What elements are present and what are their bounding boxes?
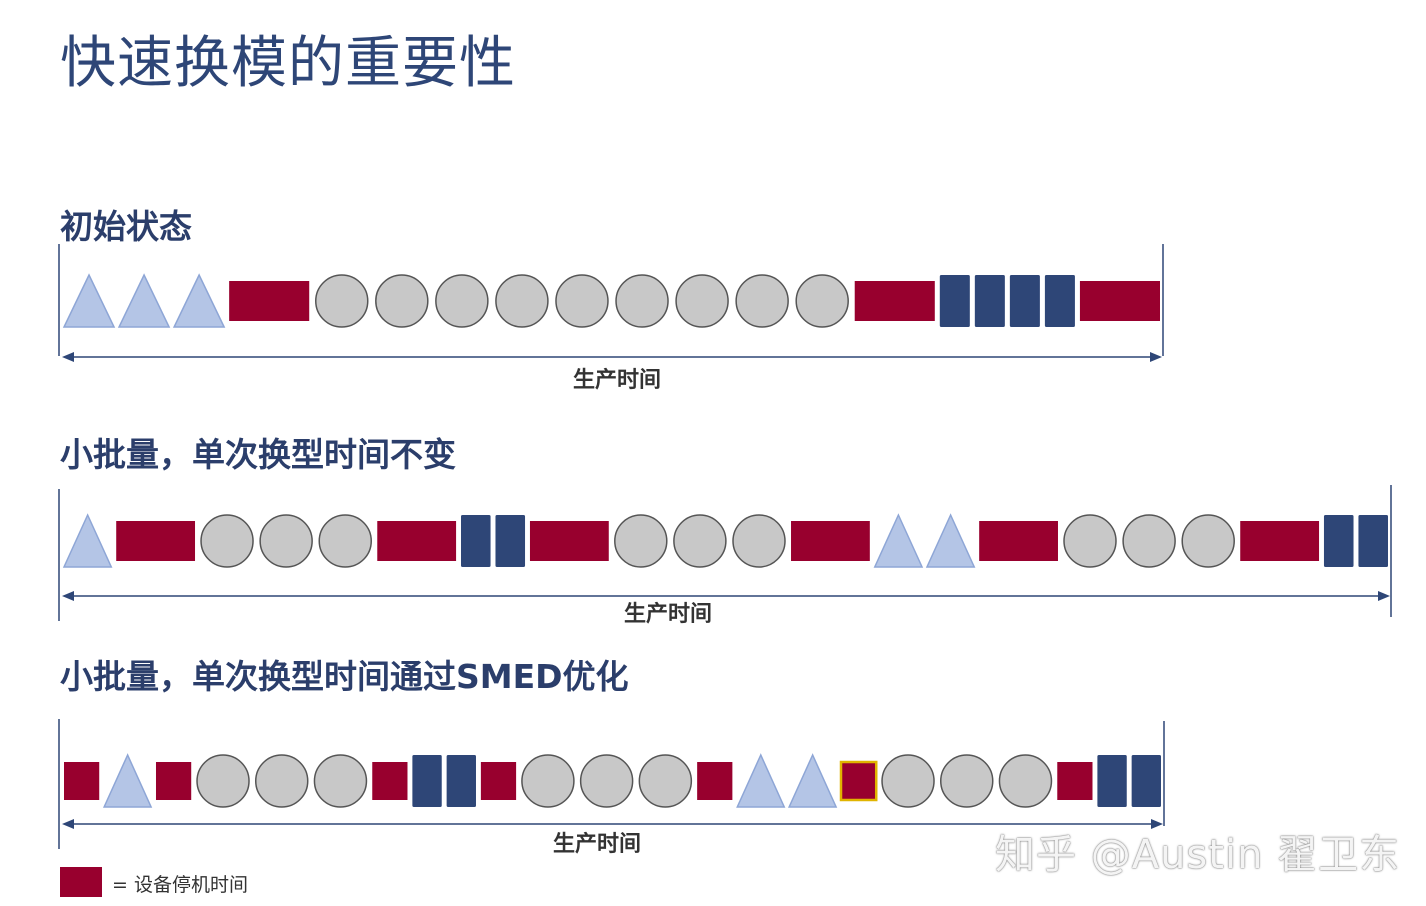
lane-2-item-14-product-a-triangle xyxy=(873,513,924,568)
lane-1-item-11-product-b-circle xyxy=(675,274,729,328)
lane-2-axis-label: 生产时间 xyxy=(623,602,713,627)
lane-3-item-18-product-b-circle xyxy=(881,754,935,808)
lane-1-arrow-left-head xyxy=(62,352,74,362)
lane-3-item-5-product-b-circle xyxy=(254,754,309,808)
lane-1-item-4-downtime-block xyxy=(229,281,310,321)
lane-3-item-22-product-c-block xyxy=(1097,755,1127,807)
lane-2-item-4-product-b-circle xyxy=(259,514,313,568)
lane-2-item-22-product-c-block xyxy=(1358,515,1388,567)
lane-1-title: 初始状态 xyxy=(60,207,192,246)
lane-1-item-16-product-c-block xyxy=(974,275,1005,327)
lane-2-arrow-right-head xyxy=(1378,591,1390,601)
lane-2-item-16-downtime-block xyxy=(979,521,1058,561)
lane-3-item-17-highlighted-downtime-block xyxy=(839,760,878,802)
lane-2-item-19-product-b-circle xyxy=(1181,514,1235,568)
lane-1-item-1-product-a-triangle xyxy=(62,273,116,328)
lane-3-item-7-downtime-block xyxy=(372,762,408,800)
lane-1-item-5-product-b-circle xyxy=(315,274,369,328)
lane-1-item-18-product-c-block xyxy=(1044,275,1075,327)
lane-1-item-12-product-b-circle xyxy=(735,274,789,328)
lane-2-item-5-product-b-circle xyxy=(318,514,373,568)
lane-1-item-17-product-c-block xyxy=(1009,275,1040,327)
lane-2-item-13-downtime-block xyxy=(791,521,870,561)
lane-2-item-12-product-b-circle xyxy=(732,514,786,568)
lane-3-item-23-product-c-block xyxy=(1131,755,1161,807)
lane-1-arrow-right-head xyxy=(1150,352,1162,362)
lane-1-axis-label: 生产时间 xyxy=(572,368,662,393)
lane-2-item-18-product-b-circle xyxy=(1122,514,1176,568)
lane-3-item-21-downtime-block xyxy=(1057,762,1093,800)
lane-2-item-6-downtime-block xyxy=(377,521,457,561)
lane-3-arrow-right-head xyxy=(1151,819,1163,829)
lane-1-item-10-product-b-circle xyxy=(615,274,669,328)
lane-2-item-15-product-a-triangle xyxy=(925,513,976,568)
lane-3-item-6-product-b-circle xyxy=(313,754,368,808)
lane-3-item-13-product-b-circle xyxy=(638,754,693,808)
legend-downtime-label: = 设备停机时间 xyxy=(112,874,248,896)
lane-3-item-8-product-c-block xyxy=(412,755,442,807)
lane-2-item-1-product-a-triangle xyxy=(62,513,113,568)
lane-3-item-14-downtime-block xyxy=(697,762,733,800)
page-title: 快速换模的重要性 xyxy=(60,31,516,96)
lane-2-arrow-left-head xyxy=(62,591,74,601)
lane-3-item-4-product-b-circle xyxy=(196,754,250,808)
lane-3-item-15-product-a-triangle xyxy=(736,753,786,808)
lane-2-item-2-downtime-block xyxy=(116,521,196,561)
lane-2-item-9-downtime-block xyxy=(529,521,609,561)
lane-2-item-17-product-b-circle xyxy=(1063,514,1117,568)
lane-3-arrow-left-head xyxy=(62,819,74,829)
lane-3-item-19-product-b-circle xyxy=(939,754,994,808)
watermark: 知乎 @Austin 翟卫东 xyxy=(995,832,1401,878)
lane-3-item-3-downtime-block xyxy=(155,762,192,800)
lane-1-item-14-downtime-block xyxy=(854,281,935,321)
lane-3-item-16-product-a-triangle xyxy=(787,753,838,808)
lane-3-title: 小批量，单次换型时间通过SMED优化 xyxy=(60,657,629,696)
lane-1-item-13-product-b-circle xyxy=(795,274,849,328)
lane-1-item-3-product-a-triangle xyxy=(172,273,226,328)
lane-1-item-2-product-a-triangle xyxy=(117,273,171,328)
lane-2-item-10-product-b-circle xyxy=(614,514,668,568)
lane-3-item-2-product-a-triangle xyxy=(102,753,153,808)
lane-3-axis-label: 生产时间 xyxy=(552,832,642,857)
lane-3-item-12-product-b-circle xyxy=(579,754,634,808)
lane-3-item-9-product-c-block xyxy=(446,755,476,807)
lane-1-item-15-product-c-block xyxy=(939,275,970,327)
lane-2-title: 小批量，单次换型时间不变 xyxy=(60,435,456,474)
lane-3-item-10-downtime-block xyxy=(480,762,517,800)
lane-1-item-8-product-b-circle xyxy=(495,274,549,328)
lane-1-item-6-product-b-circle xyxy=(375,274,429,328)
lane-2-item-11-product-b-circle xyxy=(673,514,727,568)
lane-1-item-7-product-b-circle xyxy=(435,274,489,328)
lane-2-item-8-product-c-block xyxy=(495,515,526,567)
lane-3-item-11-product-b-circle xyxy=(521,754,575,808)
lane-2-item-7-product-c-block xyxy=(461,515,491,567)
lane-2-item-20-downtime-block xyxy=(1240,521,1320,561)
legend-downtime-swatch xyxy=(60,867,102,897)
lane-3-item-1-downtime-block xyxy=(64,762,100,800)
lane-1-item-19-downtime-block xyxy=(1079,281,1160,321)
lane-2-item-3-product-b-circle xyxy=(200,514,254,568)
lane-1-item-9-product-b-circle xyxy=(555,274,609,328)
lane-3-item-20-product-b-circle xyxy=(998,754,1053,808)
lane-2-item-21-product-c-block xyxy=(1323,515,1354,567)
